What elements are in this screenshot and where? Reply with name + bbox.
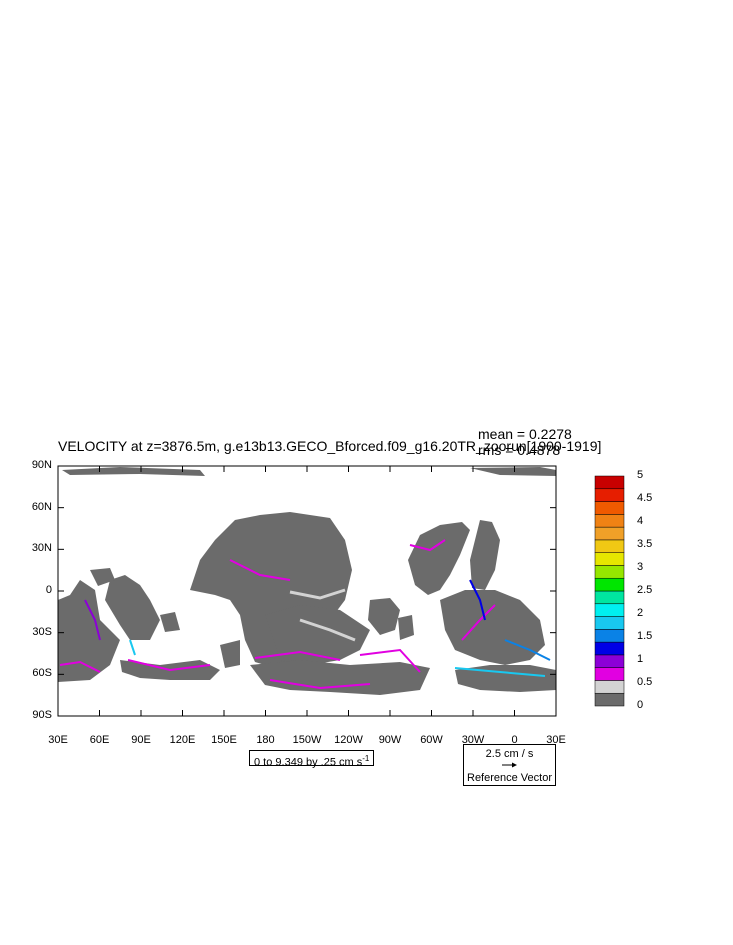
colorbar-swatch xyxy=(594,629,625,643)
stats-rms: rms = 0.4878 xyxy=(478,442,561,458)
lat-tick-label: 90S xyxy=(32,709,52,721)
reference-vector-magnitude: 2.5 cm / s xyxy=(485,748,534,760)
colorbar-swatch xyxy=(594,603,625,617)
colorbar-swatch xyxy=(594,488,625,502)
colorbar-label: 4.5 xyxy=(637,492,653,504)
lat-tick-label: 60S xyxy=(32,667,52,680)
colorbar-swatch xyxy=(594,514,625,528)
contour-info-unit-exponent: -1 xyxy=(362,754,370,763)
colorbar-label: 0 xyxy=(637,699,644,711)
colorbar-swatch xyxy=(594,616,625,630)
lon-tick-label: 60E xyxy=(89,734,110,746)
lon-tick-label: 0 xyxy=(511,734,518,746)
colorbar-swatch xyxy=(594,590,625,605)
stats-mean: mean = 0.2278 xyxy=(478,426,572,442)
colorbar-swatch xyxy=(594,641,625,656)
ocean-field xyxy=(58,466,556,716)
lat-tick-label: 30S xyxy=(32,625,52,638)
colorbar-label: 0.5 xyxy=(637,676,653,688)
lon-tick-label: 150E xyxy=(211,734,237,746)
reference-vector-box: 2.5 cm / s Reference Vector xyxy=(463,744,556,786)
lon-tick-label: 120E xyxy=(169,734,196,746)
contour-info-text: 0 to 9.349 by .25 cm s xyxy=(254,756,363,769)
colorbar-swatch xyxy=(594,577,625,592)
lon-tick-label: 90W xyxy=(378,734,402,746)
colorbar-swatch xyxy=(594,565,625,579)
colorbar-label: 3.5 xyxy=(637,538,653,550)
colorbar-swatch xyxy=(594,526,625,541)
colorbar-label: 2 xyxy=(637,607,644,619)
colorbar-swatch xyxy=(594,692,625,707)
colorbar xyxy=(594,475,625,707)
lon-tick-label: 30W xyxy=(461,734,485,746)
latitude-ticks xyxy=(58,465,556,717)
longitude-ticks xyxy=(57,466,557,716)
colorbar-swatch xyxy=(594,667,625,681)
lon-tick-label: 60W xyxy=(420,734,443,746)
lon-tick-label: 180 xyxy=(256,734,275,746)
colorbar-label: 3 xyxy=(637,561,644,573)
lat-tick-label: 90N xyxy=(31,459,52,471)
colorbar-label: 1.5 xyxy=(637,630,653,642)
colorbar-swatch xyxy=(594,539,625,553)
colorbar-label: 2.5 xyxy=(637,584,653,596)
contour-info-box: 0 to 9.349 by .25 cm s-1 xyxy=(249,750,375,769)
lon-tick-label: 120W xyxy=(334,734,363,746)
reference-vector-label: Reference Vector xyxy=(467,772,552,784)
lat-tick-label: 0 xyxy=(45,584,52,596)
colorbar-swatch xyxy=(594,501,625,515)
lon-tick-label: 30E xyxy=(546,734,566,746)
lon-tick-label: 30E xyxy=(48,734,68,746)
velocity-streaks xyxy=(59,539,551,690)
colorbar-swatch xyxy=(594,680,625,694)
reference-arrow-icon xyxy=(502,762,517,768)
colorbar-swatch xyxy=(594,552,625,566)
lat-tick-label: 60N xyxy=(31,500,52,513)
colorbar-label: 5 xyxy=(637,469,644,481)
colorbar-label: 1 xyxy=(637,653,644,665)
colorbar-label: 4 xyxy=(637,515,644,527)
colorbar-swatch xyxy=(594,475,625,490)
lon-tick-label: 150W xyxy=(292,734,322,746)
map-title: VELOCITY at z=3876.5m, g.e13b13.GECO_Bfo… xyxy=(58,438,602,454)
lon-tick-label: 90E xyxy=(131,734,151,746)
lat-tick-label: 30N xyxy=(31,542,52,555)
colorbar-swatch xyxy=(594,654,625,668)
